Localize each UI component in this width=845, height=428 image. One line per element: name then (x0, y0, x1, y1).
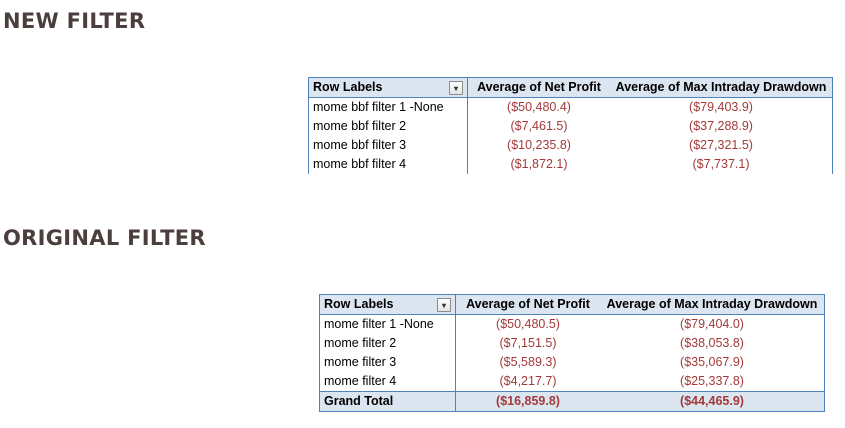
row-label[interactable]: mome filter 3 (319, 353, 456, 372)
row-label[interactable]: mome bbf filter 2 (308, 117, 468, 136)
original-filter-title: ORIGINAL FILTER (3, 226, 206, 250)
max-drawdown-header: Average of Max Intraday Drawdown (610, 77, 833, 98)
table-row: mome filter 3 ($5,589.3) ($35,067.9) (319, 353, 825, 372)
net-profit-value: ($5,589.3) (499, 355, 557, 369)
max-drawdown-value: ($37,288.9) (610, 117, 833, 136)
net-profit-value: ($4,217.7) (499, 374, 557, 388)
original-filter-pivot-table: Row Labels ▾ Average of Net Profit Avera… (319, 294, 825, 412)
net-profit-header: Average of Net Profit (467, 77, 610, 98)
net-profit-header: Average of Net Profit (455, 294, 600, 315)
table-row: mome filter 1 -None ($50,480.5) ($79,404… (319, 314, 825, 334)
table-row: mome bbf filter 1 -None ($50,480.4) ($79… (308, 97, 833, 117)
max-drawdown-value: ($7,737.1) (610, 155, 833, 175)
row-labels-header: Row Labels ▾ (319, 294, 456, 315)
net-profit-value: ($7,151.5) (499, 336, 557, 350)
row-label[interactable]: mome filter 4 (319, 372, 456, 392)
net-profit-value: ($50,480.5) (496, 317, 560, 331)
table-row: mome bbf filter 2 ($7,461.5) ($37,288.9) (308, 117, 833, 136)
net-profit-value: ($10,235.8) (507, 138, 571, 152)
max-drawdown-value: ($79,403.9) (610, 97, 833, 117)
pivot-header-row: Row Labels ▾ Average of Net Profit Avera… (319, 294, 825, 315)
row-label[interactable]: mome bbf filter 4 (308, 155, 468, 175)
table-row: mome filter 4 ($4,217.7) ($25,337.8) (319, 372, 825, 392)
max-drawdown-value: ($79,404.0) (600, 314, 825, 334)
net-profit-value: ($7,461.5) (510, 119, 568, 133)
max-drawdown-value: ($27,321.5) (610, 136, 833, 155)
new-filter-title: NEW FILTER (3, 9, 146, 33)
new-filter-pivot-table: Row Labels ▾ Average of Net Profit Avera… (308, 77, 833, 175)
grand-total-net-profit: ($16,859.8) (455, 391, 600, 412)
row-label[interactable]: mome bbf filter 1 -None (308, 97, 468, 117)
row-labels-header-text: Row Labels (313, 80, 383, 94)
max-drawdown-value: ($35,067.9) (600, 353, 825, 372)
max-drawdown-value: ($25,337.8) (600, 372, 825, 392)
pivot-header-row: Row Labels ▾ Average of Net Profit Avera… (308, 77, 833, 98)
net-profit-value: ($50,480.4) (507, 100, 571, 114)
grand-total-row: Grand Total ($16,859.8) ($44,465.9) (319, 391, 825, 412)
row-labels-header-text: Row Labels (324, 297, 394, 311)
max-drawdown-header: Average of Max Intraday Drawdown (600, 294, 825, 315)
table-row: mome bbf filter 4 ($1,872.1) ($7,737.1) (308, 155, 833, 175)
row-label[interactable]: mome filter 1 -None (319, 314, 456, 334)
grand-total-label[interactable]: Grand Total (319, 391, 456, 412)
row-labels-header: Row Labels ▾ (308, 77, 468, 98)
max-drawdown-value: ($38,053.8) (600, 334, 825, 353)
table-row: mome filter 2 ($7,151.5) ($38,053.8) (319, 334, 825, 353)
row-label[interactable]: mome bbf filter 3 (308, 136, 468, 155)
net-profit-value: ($1,872.1) (467, 155, 610, 175)
filter-dropdown-icon[interactable]: ▾ (449, 80, 463, 95)
table-row: mome bbf filter 3 ($10,235.8) ($27,321.5… (308, 136, 833, 155)
filter-dropdown-icon[interactable]: ▾ (437, 297, 451, 312)
row-label[interactable]: mome filter 2 (319, 334, 456, 353)
grand-total-max-drawdown: ($44,465.9) (600, 391, 825, 412)
